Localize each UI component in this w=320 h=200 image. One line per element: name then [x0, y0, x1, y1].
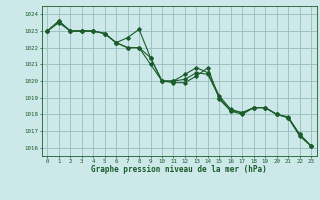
X-axis label: Graphe pression niveau de la mer (hPa): Graphe pression niveau de la mer (hPa) [91, 165, 267, 174]
